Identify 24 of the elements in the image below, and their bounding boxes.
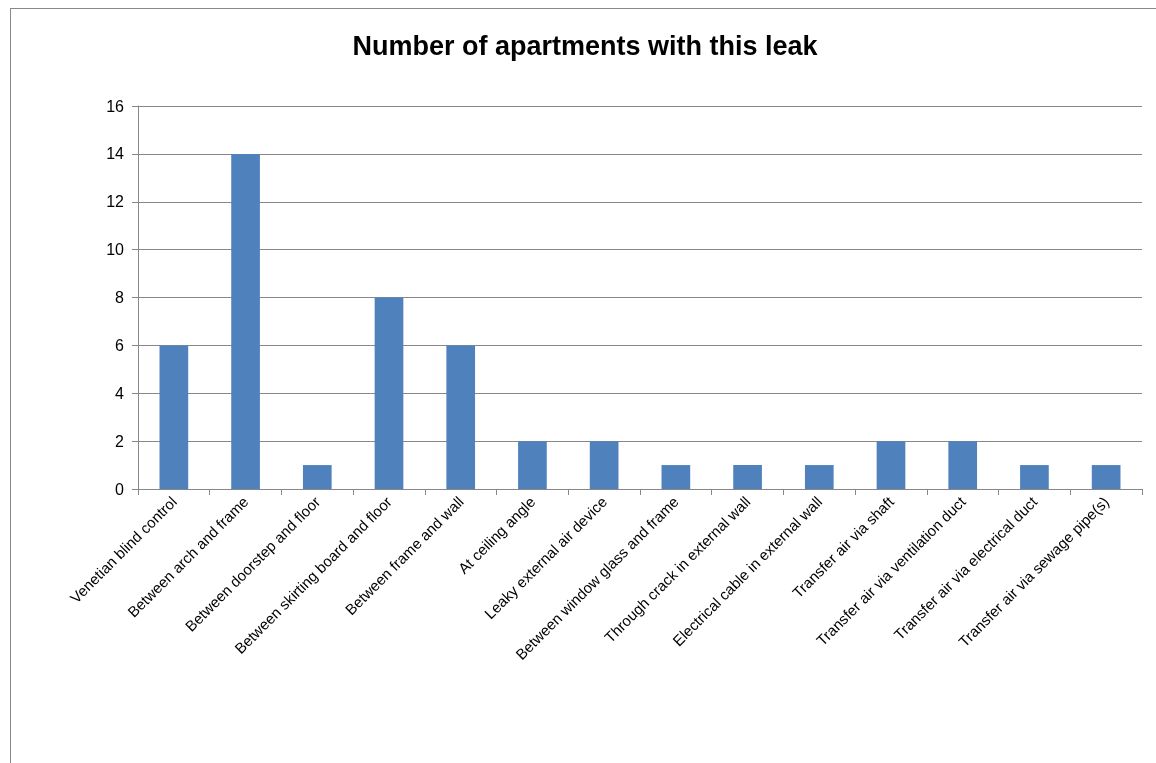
bar <box>876 441 906 489</box>
y-tick-label: 0 <box>115 480 125 498</box>
chart-title: Number of apartments with this leak <box>352 30 819 61</box>
bar <box>374 297 404 489</box>
bar <box>661 465 691 489</box>
y-tick-label: 4 <box>115 384 125 402</box>
bar <box>589 441 619 489</box>
bar <box>1020 465 1049 489</box>
bar <box>518 441 547 489</box>
bar <box>159 345 189 489</box>
bar <box>446 345 476 489</box>
bar <box>302 465 332 489</box>
y-tick-label: 8 <box>115 289 125 306</box>
y-tick-label: 6 <box>115 336 125 354</box>
y-tick-label: 10 <box>106 241 125 259</box>
bar <box>733 465 762 489</box>
bar <box>231 153 260 489</box>
y-tick-label: 14 <box>106 145 125 163</box>
y-tick-label: 12 <box>106 193 125 211</box>
bar <box>804 465 834 489</box>
y-tick-label: 16 <box>106 97 125 115</box>
bar <box>1091 465 1121 489</box>
bar <box>948 441 978 489</box>
y-tick-label: 2 <box>115 432 125 450</box>
